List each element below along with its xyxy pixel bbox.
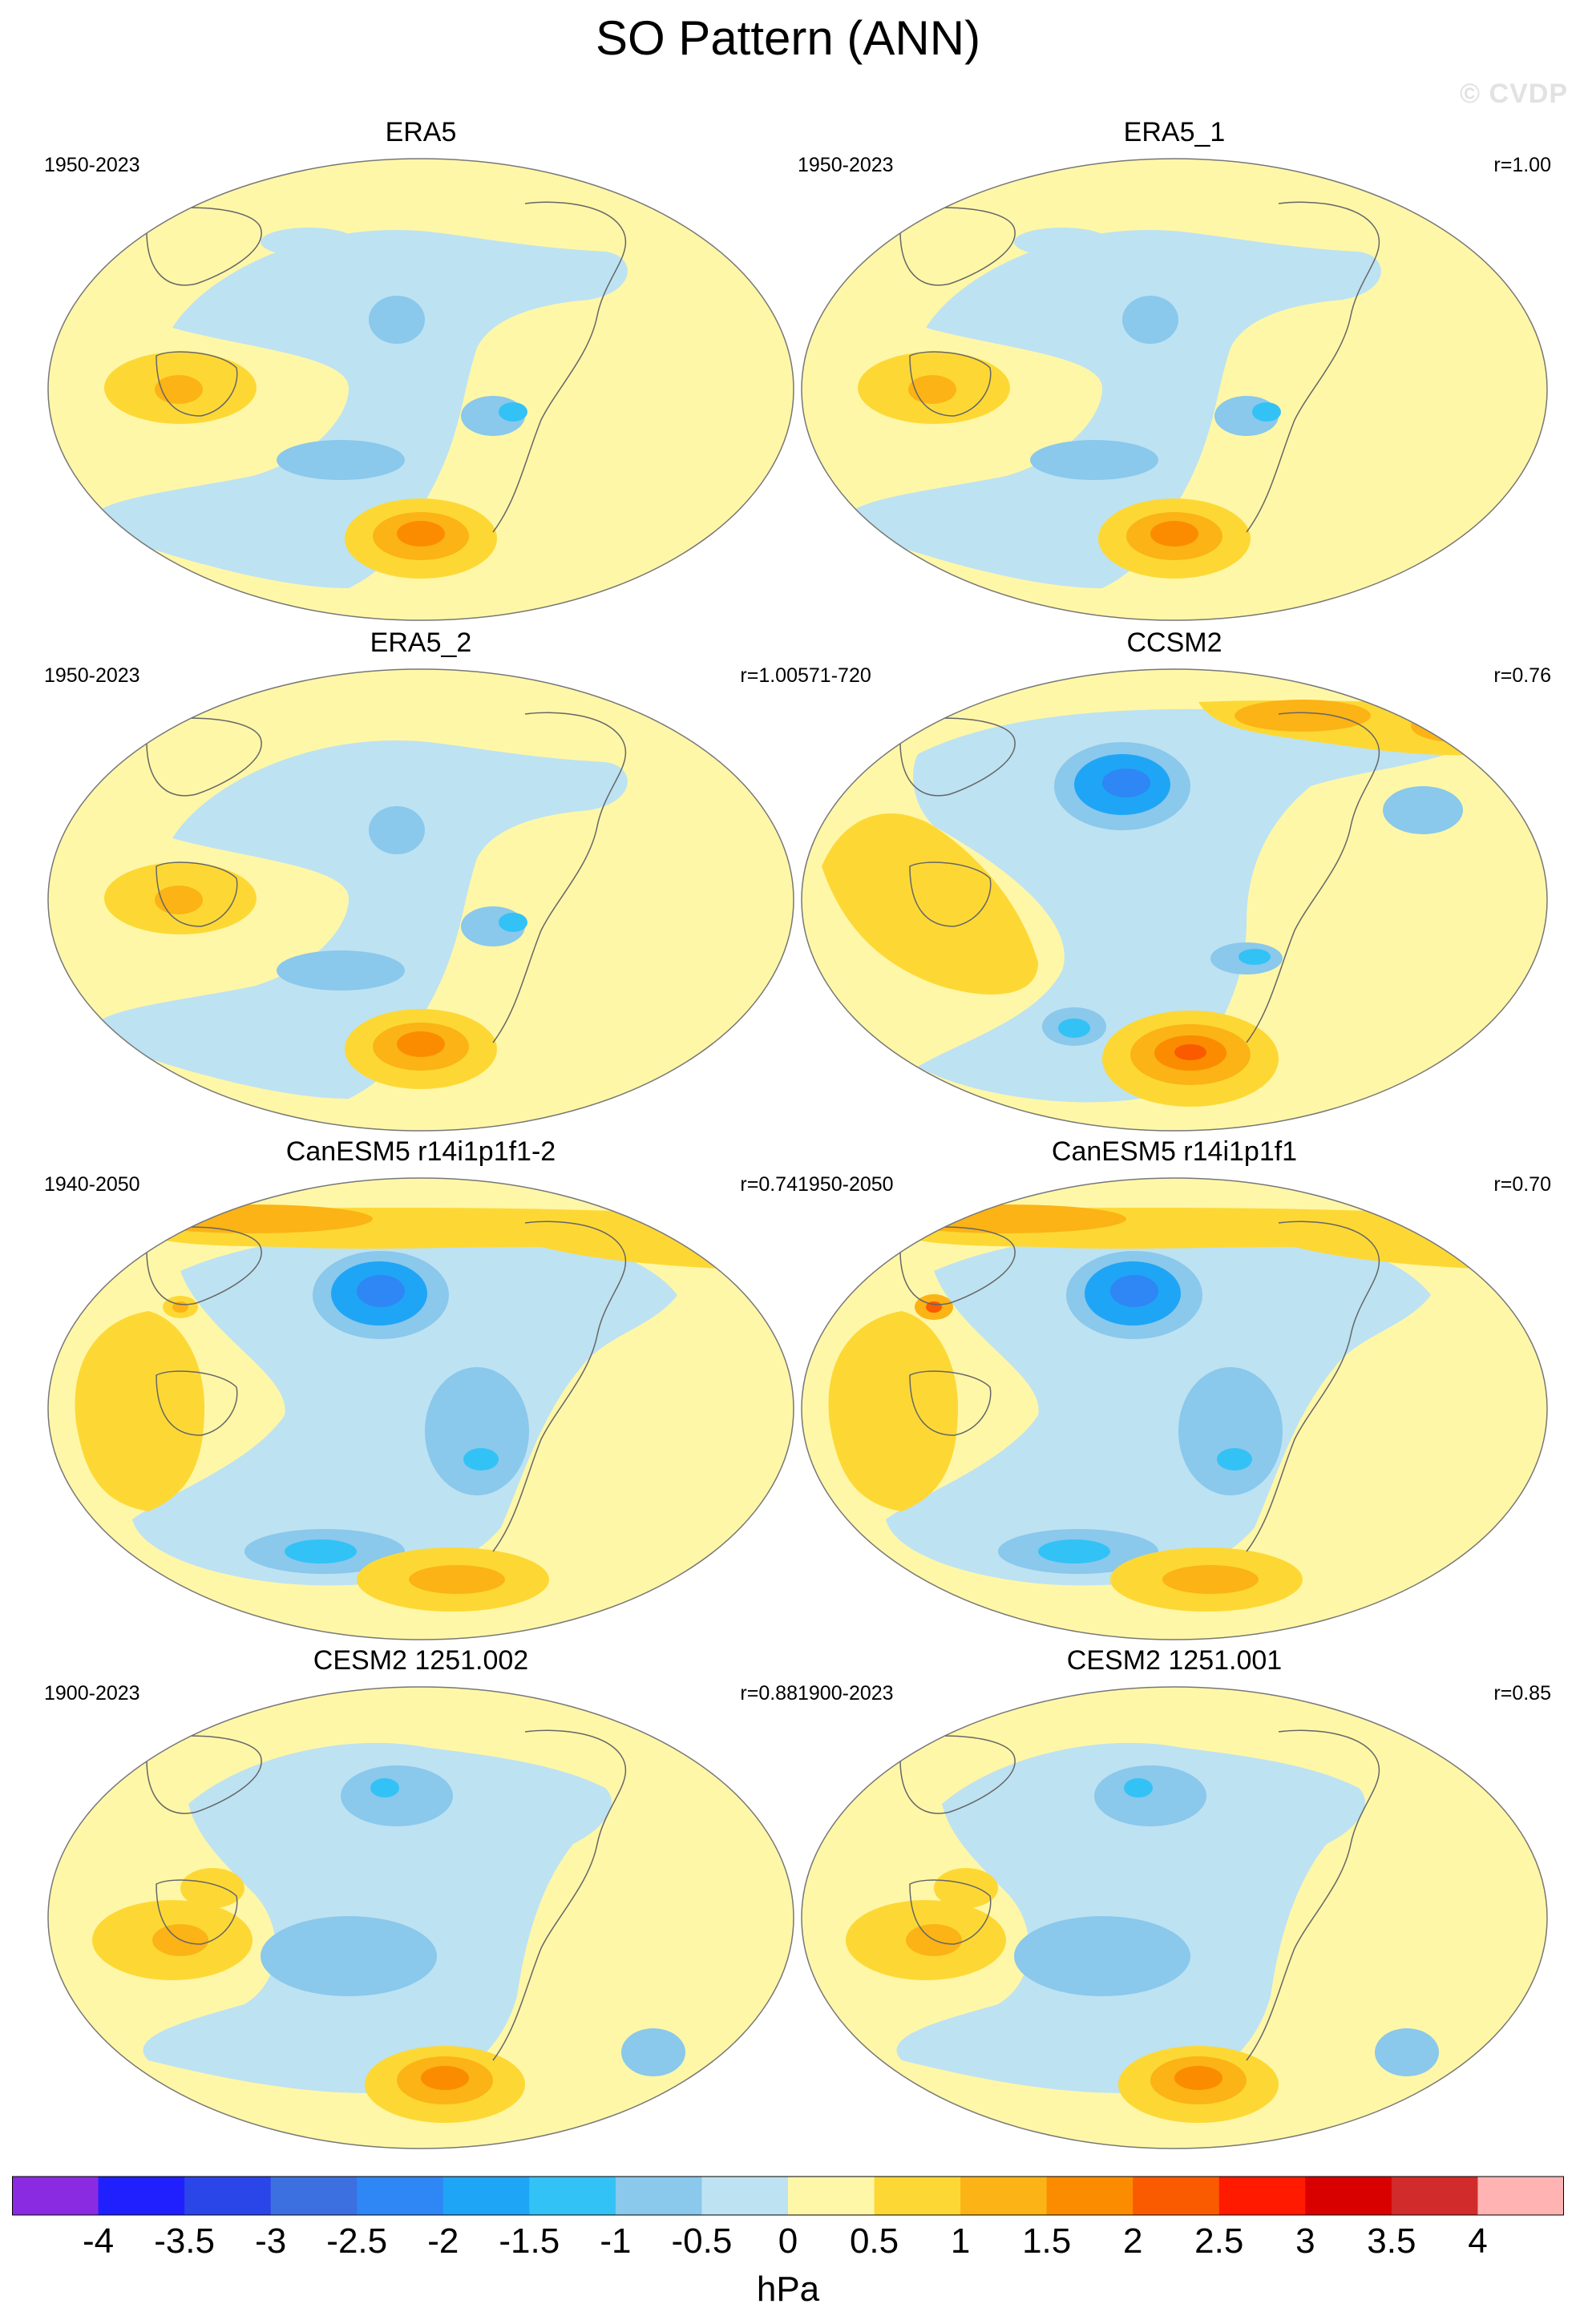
map-panel-cesm2-1251-001: CESM2 1251.001 1900-2023 r=0.85 [798,1647,1551,2160]
panel-years: 1950-2023 [44,154,140,176]
panel-correlation: r=0.70 [1493,1173,1551,1196]
colorbar-tick-label: 2.5 [1194,2221,1244,2261]
panel-title: CESM2 1251.001 [1066,1645,1283,1676]
panel-title: CCSM2 [1126,627,1222,658]
panel-title: CanESM5 r14i1p1f1-2 [285,1136,556,1167]
colorbar-tick-label: 1.5 [1022,2221,1072,2261]
colorbar-swatch [1046,2177,1134,2215]
colorbar-tick-label: -4 [82,2221,115,2261]
panel-correlation: r=0.88 [740,1682,798,1705]
map-panel-era5-1: ERA5_1 1950-2023 r=1.00 [798,119,1551,631]
colorbar-swatch [12,2177,99,2215]
panel-correlation: r=1.00 [740,664,798,687]
colorbar-swatch [98,2177,185,2215]
so-pattern-map [801,1686,1548,2149]
panel-title: ERA5_1 [1123,117,1226,147]
colorbar-tick-label: 3.5 [1367,2221,1416,2261]
colorbar-tick-label: 3 [1295,2221,1315,2261]
panel-correlation: r=0.74 [740,1173,798,1196]
colorbar-swatch [1391,2177,1478,2215]
colorbar-swatch [960,2177,1048,2215]
panel-title: CanESM5 r14i1p1f1 [1051,1136,1298,1167]
so-pattern-map [47,1177,794,1640]
colorbar-swatch [357,2177,444,2215]
so-pattern-map [47,1686,794,2149]
colorbar-tick-label: -2 [427,2221,459,2261]
colorbar [12,2176,1564,2216]
colorbar-swatch [1133,2177,1220,2215]
colorbar-swatch [1218,2177,1306,2215]
colorbar-tick-label: -0.5 [671,2221,733,2261]
colorbar-tick-label: -2.5 [326,2221,388,2261]
panel-years: 571-720 [798,664,871,687]
colorbar-swatch [184,2177,272,2215]
colorbar-swatch [442,2177,530,2215]
colorbar-tick-label: 2 [1122,2221,1143,2261]
panel-years: 1950-2023 [44,664,140,687]
colorbar-swatch [701,2177,789,2215]
colorbar-swatch [1477,2177,1564,2215]
colorbar-unit-label: hPa [756,2270,820,2309]
panel-years: 1940-2050 [44,1173,140,1196]
panel-title: ERA5 [385,117,457,147]
map-panel-era5: ERA5 1950-2023 [44,119,798,631]
so-pattern-map [801,158,1548,621]
panel-correlation: r=0.76 [1493,664,1551,687]
so-pattern-map [47,158,794,621]
colorbar-tick-label: 0 [778,2221,798,2261]
so-pattern-map [47,668,794,1132]
map-panel-cesm2-1251-002: CESM2 1251.002 1900-2023 r=0.88 [44,1647,798,2160]
map-panel-canesm5-r14i1p1f1-2: CanESM5 r14i1p1f1-2 1940-2050 r=0.74 [44,1138,798,1651]
map-panel-ccsm2: CCSM2 571-720 r=0.76 [798,629,1551,1142]
colorbar-tick-label: -3.5 [154,2221,216,2261]
colorbar-tick-label: -1.5 [499,2221,560,2261]
cvdp-watermark: © CVDP [1460,79,1568,109]
panel-years: 1900-2023 [44,1682,140,1705]
colorbar-swatch [615,2177,702,2215]
panel-correlation: r=1.00 [1493,154,1551,176]
panel-correlation: r=0.85 [1493,1682,1551,1705]
colorbar-swatch [1305,2177,1392,2215]
so-pattern-map [801,668,1548,1132]
colorbar-tick-label: 4 [1468,2221,1488,2261]
panel-years: 1950-2023 [798,154,894,176]
colorbar-tick-label: 0.5 [849,2221,899,2261]
panel-years: 1950-2050 [798,1173,894,1196]
map-panel-canesm5-r14i1p1f1: CanESM5 r14i1p1f1 1950-2050 r=0.70 [798,1138,1551,1651]
colorbar-tick-label: -3 [255,2221,287,2261]
map-panel-era5-2: ERA5_2 1950-2023 r=1.00 [44,629,798,1142]
colorbar-swatch [270,2177,358,2215]
colorbar-swatch [788,2177,875,2215]
panel-years: 1900-2023 [798,1682,894,1705]
colorbar-swatch [874,2177,961,2215]
panel-title: CESM2 1251.002 [313,1645,529,1676]
colorbar-swatch [529,2177,616,2215]
colorbar-tick-label: 1 [950,2221,971,2261]
colorbar-tick-label: -1 [600,2221,632,2261]
panel-title: ERA5_2 [370,627,472,658]
so-pattern-map [801,1177,1548,1640]
figure-title: SO Pattern (ANN) [595,11,981,65]
